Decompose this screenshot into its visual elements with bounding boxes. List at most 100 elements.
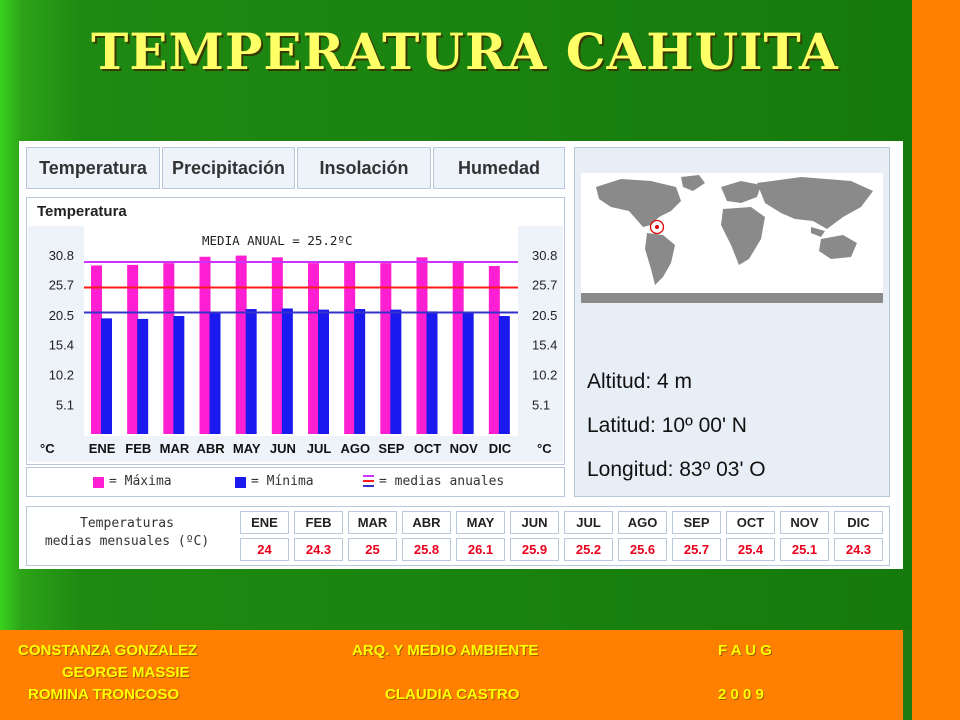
legend-swatch-minima — [235, 477, 246, 488]
annual-mean-annotation: MEDIA ANUAL = 25.2ºC — [202, 233, 353, 248]
table-header-line1: Temperaturas — [80, 516, 174, 531]
x-tick-label: MAR — [160, 441, 190, 456]
table-month-value: 24 — [240, 538, 289, 561]
bar-maxima — [344, 261, 356, 434]
legend-label-maxima: = Máxima — [109, 474, 172, 489]
table-month-header: SEP — [672, 511, 721, 534]
footer-author-1: CONSTANZA GONZALEZ — [18, 642, 198, 659]
footer-author-3: ROMINA TRONCOSO — [28, 686, 180, 703]
footer-band — [0, 630, 903, 720]
bar-maxima — [127, 264, 139, 434]
bar-maxima — [488, 266, 500, 434]
bar-maxima — [199, 256, 211, 434]
orange-side-bar — [912, 0, 960, 720]
x-tick-label: SEP — [378, 441, 404, 456]
footer-author-2: GEORGE MASSIE — [62, 664, 190, 681]
x-tick-label: DIC — [489, 441, 512, 456]
bar-minima — [245, 309, 257, 434]
temperature-chart: Temperatura MEDIA ANUAL = 25.2ºC ENE FEB M… — [28, 203, 563, 462]
table-month-value: 26.1 — [456, 538, 505, 561]
legend-swatch-medias — [363, 475, 374, 488]
bar-minima — [173, 316, 185, 434]
table-header-line2: medias mensuales (ºC) — [44, 534, 210, 549]
bar-maxima — [163, 263, 175, 434]
bar-maxima — [452, 261, 464, 434]
y-tick-label-left: 30.8 — [49, 248, 74, 263]
x-axis-strip — [84, 436, 518, 462]
y-axis-panel-left — [28, 226, 84, 462]
legend-label-medias: = medias anuales — [379, 474, 505, 489]
x-tick-label: JUL — [307, 441, 332, 456]
footer-course: ARQ. Y MEDIO AMBIENTE — [352, 642, 539, 659]
bar-minima — [426, 311, 438, 434]
bar-maxima — [271, 257, 283, 434]
table-month-value: 25.7 — [672, 538, 721, 561]
y-tick-label-right: 25.7 — [532, 278, 557, 293]
footer-year: 2 0 0 9 — [718, 686, 764, 703]
y-tick-label-right: 30.8 — [532, 248, 557, 263]
y-axis-panel-right — [518, 226, 563, 462]
tab-precipitacion[interactable]: Precipitación — [162, 147, 295, 189]
y-tick-label-right: 10.2 — [532, 368, 557, 383]
slide-title: TEMPERATURA CAHUITA — [91, 22, 839, 81]
table-month-header: JUL — [564, 511, 613, 534]
table-month-header: MAY — [456, 511, 505, 534]
tab-temperatura[interactable]: Temperatura — [26, 147, 160, 189]
x-tick-label: MAY — [233, 441, 261, 456]
y-tick-label-left: 15.4 — [49, 338, 74, 353]
y-tick-label-left: 5.1 — [56, 397, 74, 412]
legend-label-minima: = Mínima — [251, 474, 314, 489]
table-month-header: OCT — [726, 511, 775, 534]
table-month-value: 25.2 — [564, 538, 613, 561]
bar-minima — [390, 309, 402, 434]
bar-maxima — [235, 255, 247, 434]
bar-maxima — [416, 257, 428, 434]
bar-minima — [462, 312, 474, 434]
table-month-value: 25.8 — [402, 538, 451, 561]
bar-minima — [498, 316, 510, 434]
footer-teacher: CLAUDIA CASTRO — [385, 686, 520, 703]
bar-minima — [281, 308, 293, 434]
chart-title: Temperatura — [37, 203, 127, 220]
x-tick-label: AGO — [340, 441, 370, 456]
y-tick-label-right: 15.4 — [532, 338, 557, 353]
x-tick-label: JUN — [270, 441, 296, 456]
table-month-header: JUN — [510, 511, 559, 534]
x-tick-label: OCT — [414, 441, 442, 456]
bar-minima — [354, 309, 366, 434]
bar-maxima — [380, 263, 392, 434]
altitude-text: Altitud: 4 m — [587, 370, 693, 393]
table-month-value: 25.6 — [618, 538, 667, 561]
x-tick-label: FEB — [125, 441, 151, 456]
table-month-header: NOV — [780, 511, 829, 534]
table-month-header: DIC — [834, 511, 883, 534]
unit-label-right: °C — [537, 441, 552, 456]
bar-maxima — [308, 263, 319, 434]
legend-swatch-maxima — [93, 477, 104, 488]
location-marker-icon — [649, 219, 665, 235]
monthly-mean-table: Temperaturas medias mensuales (ºC) ENE 24… — [26, 506, 890, 566]
temperature-chart-box: Temperatura MEDIA ANUAL = 25.2ºC ENE FEB M… — [26, 197, 565, 465]
bar-maxima — [91, 265, 102, 434]
world-map — [581, 173, 883, 303]
table-month-value: 24.3 — [834, 538, 883, 561]
table-month-header: AGO — [618, 511, 667, 534]
tab-insolacion[interactable]: Insolación — [297, 147, 431, 189]
table-month-value: 25.1 — [780, 538, 829, 561]
table-month-header: FEB — [294, 511, 343, 534]
table-month-value: 24.3 — [294, 538, 343, 561]
y-tick-label-left: 25.7 — [49, 278, 74, 293]
location-box: Altitud: 4 m Latitud: 10º 00' N Longitud… — [574, 147, 890, 497]
y-tick-label-left: 10.2 — [49, 368, 74, 383]
unit-label-left: °C — [40, 441, 55, 456]
x-tick-label: ENE — [89, 441, 116, 456]
tab-humedad[interactable]: Humedad — [433, 147, 565, 189]
chart-legend: = Máxima = Mínima = medias anuales — [26, 467, 565, 497]
climate-panel: Temperatura Precipitación Insolación Hum… — [19, 141, 903, 569]
bar-minima — [318, 309, 329, 434]
table-month-header: MAR — [348, 511, 397, 534]
table-month-header: ABR — [402, 511, 451, 534]
longitude-text: Longitud: 83º 03' O — [587, 458, 766, 481]
bar-minima — [101, 318, 112, 434]
table-month-value: 25.4 — [726, 538, 775, 561]
